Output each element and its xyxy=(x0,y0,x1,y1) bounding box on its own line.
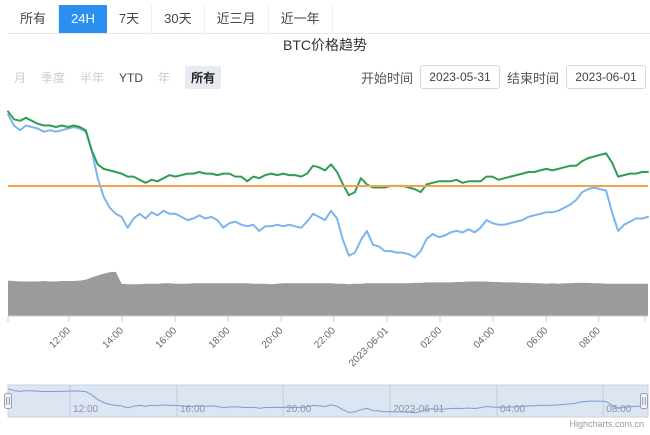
x-axis-label: 04:00 xyxy=(472,325,498,351)
navigator-axis-label: 2023-06-01 xyxy=(393,404,445,415)
tab-3m[interactable]: 近三月 xyxy=(205,5,269,33)
navigator-axis-label: 04:00 xyxy=(500,404,525,415)
navigator-axis-label: 12:00 xyxy=(73,404,98,415)
navigator-series-line xyxy=(7,388,649,414)
range-button-halfyear: 半年 xyxy=(80,71,105,85)
tab-7d[interactable]: 7天 xyxy=(107,5,153,33)
x-axis-label: 06:00 xyxy=(525,325,551,351)
x-axis-label: 08:00 xyxy=(577,325,603,351)
price-line-green xyxy=(7,110,649,197)
x-axis-label: 18:00 xyxy=(207,325,233,351)
range-button-month: 月 xyxy=(14,71,27,85)
highcharts-credit-link[interactable]: Highcharts.com.cn xyxy=(569,419,644,429)
tab-30d[interactable]: 30天 xyxy=(152,5,205,33)
navigator-handle-right[interactable] xyxy=(640,393,648,409)
volume-area xyxy=(8,271,648,316)
time-range-tabbar: 所有 24H 7天 30天 近三月 近一年 xyxy=(8,5,650,34)
page-title: BTC价格趋势 xyxy=(283,37,367,53)
tab-1y[interactable]: 近一年 xyxy=(269,5,333,33)
tab-24h[interactable]: 24H xyxy=(59,5,107,33)
navigator-axis-label: 08:00 xyxy=(606,404,631,415)
plot-area[interactable] xyxy=(8,100,648,316)
end-time-label: 结束时间 xyxy=(506,70,559,86)
navigator-mask[interactable] xyxy=(7,384,649,418)
x-axis-label: 16:00 xyxy=(154,325,180,351)
x-axis-label: 20:00 xyxy=(260,325,286,351)
x-axis-label: 2023-06-01 xyxy=(347,325,391,369)
x-axis-label: 22:00 xyxy=(312,325,338,351)
navigator-handle-left[interactable] xyxy=(4,393,12,409)
date-controls: 开始时间 结束时间 xyxy=(361,65,646,89)
x-axis-label: 12:00 xyxy=(47,325,73,351)
price-line-blue xyxy=(7,113,649,259)
start-time-label: 开始时间 xyxy=(360,70,413,86)
range-button-all[interactable]: 所有 xyxy=(185,66,222,89)
x-axis-label: 02:00 xyxy=(419,325,445,351)
range-button-quarter: 季度 xyxy=(41,71,66,85)
x-axis-label: 14:00 xyxy=(101,325,127,351)
range-button-ytd[interactable]: YTD xyxy=(119,70,144,85)
navigator-axis-label: 16:00 xyxy=(180,404,205,415)
end-date-input[interactable] xyxy=(566,65,646,89)
range-button-year: 年 xyxy=(158,71,171,85)
navigator-axis-label: 20:00 xyxy=(286,404,311,415)
range-selector: 月 季度 半年 YTD 年 所有 xyxy=(14,66,222,89)
tab-all[interactable]: 所有 xyxy=(8,5,60,33)
start-date-input[interactable] xyxy=(419,65,500,89)
